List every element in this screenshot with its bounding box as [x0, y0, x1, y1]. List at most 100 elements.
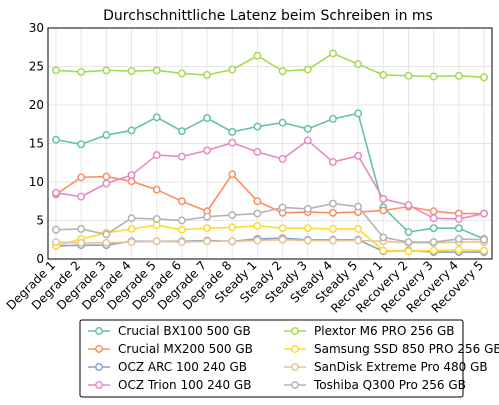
legend-label: Crucial MX200 500 GB: [118, 342, 253, 356]
data-point: [177, 152, 186, 161]
y-tick-label: 15: [29, 137, 44, 151]
data-point: [429, 72, 438, 81]
data-point: [102, 131, 111, 139]
data-point: [303, 65, 312, 74]
data-point: [429, 207, 438, 216]
data-point: [127, 214, 136, 223]
data-point: [454, 245, 463, 254]
data-point: [203, 146, 212, 155]
data-point: [102, 230, 111, 239]
legend-swatch-marker: [95, 327, 103, 335]
data-point: [480, 73, 488, 82]
data-point: [228, 223, 237, 232]
data-point: [177, 225, 186, 234]
series-line: [55, 112, 485, 240]
data-point: [454, 224, 463, 233]
data-point: [278, 235, 287, 244]
data-point: [278, 203, 287, 212]
data-point: [379, 194, 388, 203]
data-point: [152, 237, 161, 246]
legend-label: OCZ Trion 100 240 GB: [118, 378, 251, 392]
data-point: [303, 224, 312, 233]
data-point: [152, 151, 161, 160]
data-point: [127, 171, 136, 180]
data-point: [102, 179, 111, 188]
legend-label: SanDisk Extreme Pro 480 GB: [314, 360, 488, 374]
data-point: [404, 71, 413, 80]
legend: Crucial BX100 500 GB Crucial MX200 500 GB…: [79, 319, 499, 398]
data-point: [278, 224, 287, 233]
data-point: [354, 225, 363, 233]
data-point: [328, 236, 337, 245]
data-point: [52, 188, 60, 197]
data-point: [52, 238, 60, 247]
data-point: [454, 215, 463, 223]
legend-label: Crucial BX100 500 GB: [118, 324, 251, 338]
chart-title: Durchschnittliche Latenz beim Schreiben …: [103, 8, 433, 24]
data-point: [303, 124, 312, 133]
data-point: [77, 140, 86, 149]
data-point: [52, 66, 60, 75]
data-point: [354, 202, 363, 211]
data-point: [278, 67, 287, 76]
data-point: [278, 154, 287, 163]
data-point: [102, 238, 111, 247]
data-point: [404, 247, 413, 256]
data-point: [480, 209, 488, 218]
data-point: [102, 172, 111, 181]
data-point: [379, 246, 388, 255]
data-point: [253, 236, 262, 245]
data-point: [177, 69, 186, 78]
data-point: [203, 71, 212, 79]
legend-swatch-marker: [95, 363, 103, 371]
legend-swatch-marker: [291, 327, 299, 335]
data-point: [152, 185, 161, 194]
data-point: [127, 238, 136, 247]
data-point: [354, 60, 363, 69]
data-point: [278, 118, 287, 127]
data-point: [354, 236, 363, 245]
data-point: [228, 128, 237, 136]
data-point: [253, 148, 262, 156]
data-point: [228, 65, 237, 74]
data-point: [177, 216, 186, 225]
data-point: [127, 67, 136, 76]
data-point: [303, 236, 312, 245]
data-point: [429, 246, 438, 255]
legend-label: Toshiba Q300 Pro 256 GB: [313, 378, 466, 392]
data-point: [303, 136, 312, 145]
data-point: [177, 238, 186, 247]
y-tick-label: 25: [29, 60, 44, 74]
plot-frame: [47, 27, 493, 260]
data-point: [253, 197, 262, 206]
data-point: [102, 66, 111, 75]
legend-swatch-marker: [95, 345, 103, 353]
data-point: [77, 238, 86, 247]
data-point: [77, 225, 86, 233]
data-point: [52, 225, 60, 234]
data-point: [77, 67, 86, 76]
data-point: [203, 212, 212, 221]
legend-label: Plextor M6 PRO 256 GB: [314, 324, 455, 338]
data-point: [177, 197, 186, 206]
data-point: [354, 109, 363, 118]
data-point: [228, 237, 237, 246]
series-line: [55, 139, 485, 220]
legend-label: OCZ ARC 100 240 GB: [118, 360, 247, 374]
series-line: [55, 173, 484, 215]
data-point: [404, 201, 413, 210]
data-point: [253, 209, 262, 218]
legend-swatch-marker: [291, 381, 299, 389]
y-tick-label: 5: [36, 214, 44, 228]
data-point: [429, 238, 438, 247]
data-point: [77, 192, 86, 201]
data-point: [177, 127, 186, 136]
data-point: [404, 228, 413, 237]
data-point: [77, 173, 86, 182]
legend-swatch-marker: [291, 345, 299, 353]
data-point: [354, 151, 363, 160]
y-tick-label: 0: [36, 252, 44, 266]
